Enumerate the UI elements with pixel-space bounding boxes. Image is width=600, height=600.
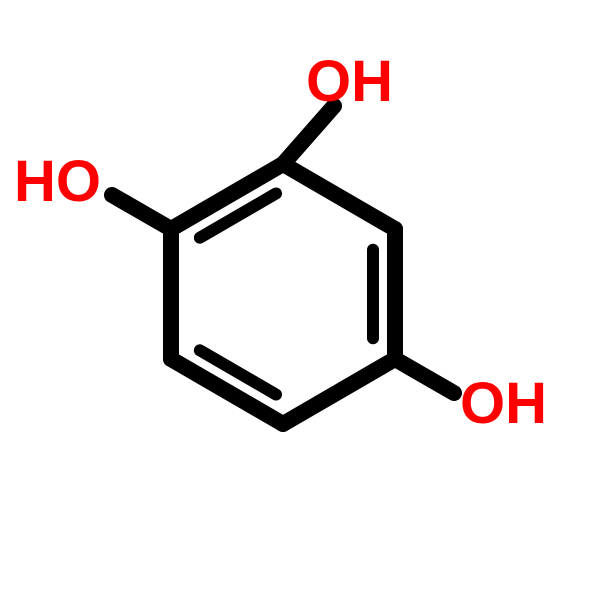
chemical-structure-diagram: OH HO OH: [0, 0, 600, 600]
bond-lines: [0, 0, 600, 600]
hydroxyl-label: HO: [14, 148, 101, 215]
hydroxyl-label: OH: [460, 370, 547, 437]
hydroxyl-label: OH: [306, 48, 393, 115]
